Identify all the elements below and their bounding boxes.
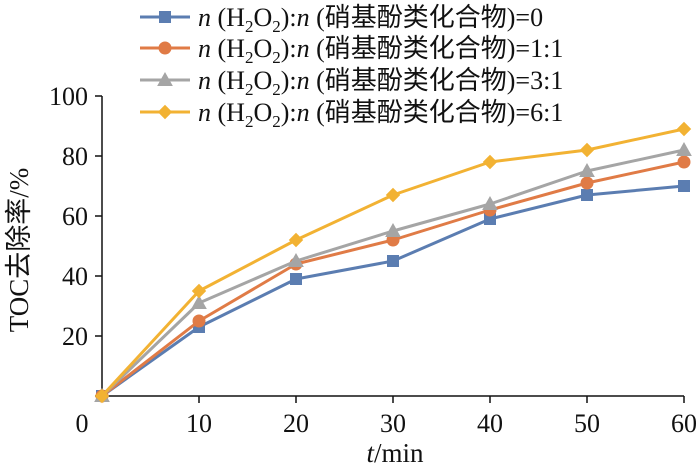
- legend-swatch-marker: [157, 71, 173, 86]
- legend-label: n (H2O2):n (硝基酚类化合物)=6:1: [198, 98, 563, 131]
- legend-label: n (H2O2):n (硝基酚类化合物)=1:1: [198, 34, 563, 67]
- data-point: [94, 388, 110, 404]
- data-point: [581, 189, 593, 201]
- legend-label: n (H2O2):n (硝基酚类化合物)=3:1: [198, 66, 563, 99]
- x-tick-label: 20: [283, 409, 309, 438]
- data-point: [676, 141, 692, 156]
- data-point: [580, 176, 594, 190]
- series-line: [100, 148, 685, 398]
- data-point: [482, 195, 498, 210]
- series-1: [96, 180, 690, 402]
- legend: n (H2O2):n (硝基酚类化合物)=0n (H2O2):n (硝基酚类化合…: [140, 3, 563, 131]
- data-point: [191, 283, 207, 299]
- data-point: [288, 232, 304, 248]
- legend-item: n (H2O2):n (硝基酚类化合物)=1:1: [140, 34, 563, 67]
- x-axis-label: t/min: [366, 438, 424, 468]
- legend-swatch-marker: [157, 104, 173, 120]
- data-point: [191, 294, 207, 309]
- x-axis-label-unit: /min: [374, 438, 424, 468]
- legend-swatch-marker: [158, 41, 172, 55]
- y-tick-label: 60: [62, 202, 88, 231]
- data-point: [288, 252, 304, 267]
- data-point: [676, 121, 692, 137]
- legend-item: n (H2O2):n (硝基酚类化合物)=0: [140, 3, 543, 36]
- x-axis-label-variable: t: [366, 438, 375, 468]
- y-tick-label: 40: [62, 262, 88, 291]
- legend-item: n (H2O2):n (硝基酚类化合物)=3:1: [140, 66, 563, 99]
- x-tick-label: 30: [380, 409, 406, 438]
- y-tick-label: 20: [62, 322, 88, 351]
- series-3: [94, 141, 692, 402]
- legend-swatch-marker: [159, 11, 171, 23]
- y-axis-label: TOC去除率/%: [4, 168, 34, 333]
- legend-label: n (H2O2):n (硝基酚类化合物)=0: [198, 3, 543, 36]
- legend-item: n (H2O2):n (硝基酚类化合物)=6:1: [140, 98, 563, 131]
- y-tick-label: 80: [62, 142, 88, 171]
- series-4: [94, 121, 692, 404]
- data-point: [482, 154, 498, 170]
- series-layer: [94, 121, 692, 404]
- series-line: [101, 184, 685, 398]
- data-point: [678, 180, 690, 192]
- x-tick-label: 60: [671, 409, 697, 438]
- data-point: [385, 187, 401, 203]
- data-point: [579, 142, 595, 158]
- data-point: [677, 155, 691, 169]
- data-point: [192, 314, 206, 328]
- x-tick-label: 10: [186, 409, 212, 438]
- data-point: [290, 273, 302, 285]
- data-point: [387, 255, 399, 267]
- data-point: [385, 222, 401, 237]
- data-point: [579, 162, 595, 177]
- x-tick-label: 40: [477, 409, 503, 438]
- ticks: 20 40 60 80 100 0 10 20 30 40 50 60: [49, 82, 697, 438]
- x-tick-label: 0: [76, 409, 89, 438]
- x-tick-label: 50: [574, 409, 600, 438]
- y-tick-label: 100: [49, 82, 88, 111]
